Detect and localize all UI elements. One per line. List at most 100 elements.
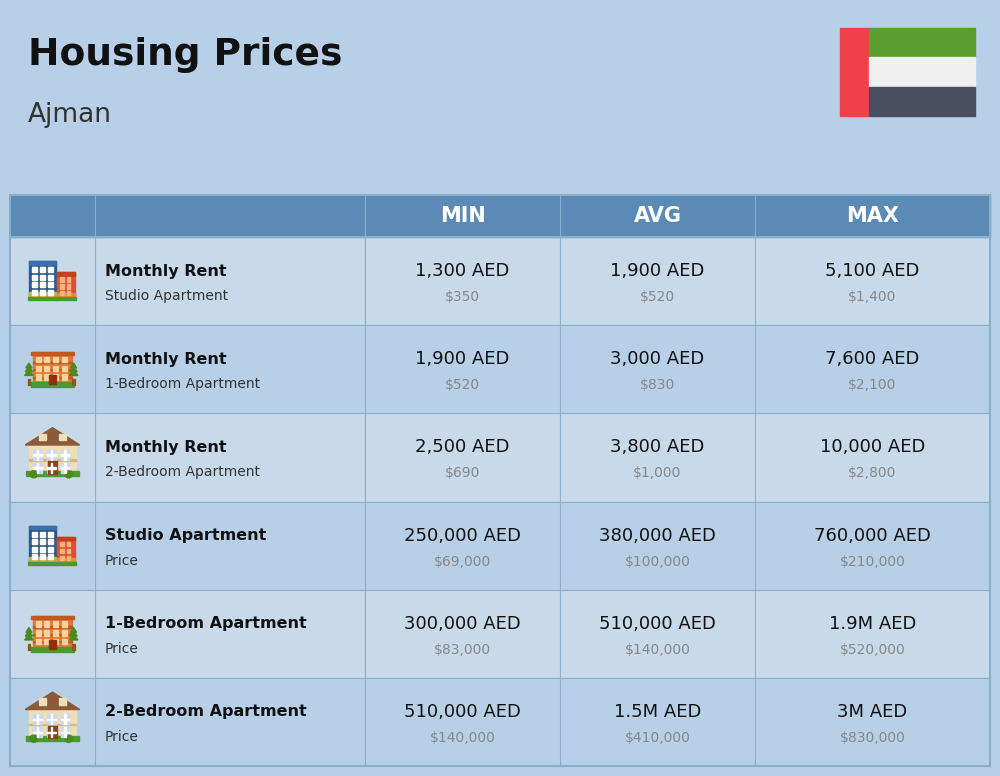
Text: $520,000: $520,000 xyxy=(840,643,905,656)
Bar xyxy=(33,454,42,456)
Bar xyxy=(40,289,45,295)
Bar xyxy=(10,195,990,237)
Bar xyxy=(33,463,42,473)
Bar xyxy=(840,28,869,116)
Text: 5,100 AED: 5,100 AED xyxy=(825,262,920,280)
Bar xyxy=(47,727,56,737)
Bar xyxy=(33,626,72,628)
Bar xyxy=(29,526,56,529)
Bar xyxy=(61,719,69,720)
Text: Price: Price xyxy=(105,553,139,567)
Text: $69,000: $69,000 xyxy=(434,555,491,569)
Bar xyxy=(44,639,49,644)
Bar xyxy=(48,547,53,552)
Text: 2,500 AED: 2,500 AED xyxy=(415,438,510,456)
Bar xyxy=(61,715,69,725)
Text: 510,000 AED: 510,000 AED xyxy=(404,703,521,721)
Bar xyxy=(62,365,67,371)
Text: $1,400: $1,400 xyxy=(848,290,897,304)
Bar xyxy=(29,724,76,725)
Bar xyxy=(47,463,56,473)
Bar xyxy=(31,646,74,652)
Bar xyxy=(10,237,990,325)
Bar xyxy=(32,554,37,559)
Bar xyxy=(28,643,30,650)
Bar xyxy=(29,526,56,562)
Bar xyxy=(32,268,37,272)
Bar xyxy=(47,732,56,733)
Bar xyxy=(33,641,72,643)
Text: 1,900 AED: 1,900 AED xyxy=(610,262,705,280)
Bar xyxy=(47,715,56,725)
Text: $210,000: $210,000 xyxy=(840,555,905,569)
Bar xyxy=(36,357,41,362)
Bar xyxy=(53,622,58,627)
Bar xyxy=(40,547,45,552)
Bar xyxy=(47,450,56,460)
Bar xyxy=(31,352,74,355)
Text: $410,000: $410,000 xyxy=(625,731,690,745)
Text: $830,000: $830,000 xyxy=(840,731,905,745)
Bar xyxy=(67,284,70,289)
Polygon shape xyxy=(69,370,78,376)
Polygon shape xyxy=(70,628,77,632)
Bar xyxy=(67,277,70,282)
Text: Studio Apartment: Studio Apartment xyxy=(105,289,228,303)
Bar xyxy=(33,727,42,737)
Bar xyxy=(33,616,72,649)
Bar xyxy=(72,379,75,386)
Bar xyxy=(32,289,37,295)
Polygon shape xyxy=(70,363,77,368)
Bar xyxy=(60,284,64,289)
Bar xyxy=(33,369,72,370)
Bar xyxy=(33,715,42,725)
Bar xyxy=(28,297,57,300)
Text: $83,000: $83,000 xyxy=(434,643,491,656)
Bar xyxy=(10,677,990,766)
Text: $520: $520 xyxy=(445,378,480,392)
Bar xyxy=(53,365,58,371)
Bar xyxy=(48,289,53,295)
Bar xyxy=(32,275,37,280)
Bar xyxy=(31,383,74,387)
Bar xyxy=(10,325,990,414)
Text: 1.5M AED: 1.5M AED xyxy=(614,703,701,721)
Bar xyxy=(33,376,72,378)
Text: $2,100: $2,100 xyxy=(848,378,897,392)
Bar xyxy=(29,709,76,738)
Bar xyxy=(36,630,41,636)
Text: 300,000 AED: 300,000 AED xyxy=(404,615,521,632)
Polygon shape xyxy=(26,628,32,632)
Text: 7,600 AED: 7,600 AED xyxy=(825,350,920,369)
Bar xyxy=(51,727,52,737)
Bar xyxy=(57,537,75,562)
Polygon shape xyxy=(25,370,33,376)
Text: $100,000: $100,000 xyxy=(625,555,690,569)
Text: Monthly Rent: Monthly Rent xyxy=(105,352,227,367)
Text: 760,000 AED: 760,000 AED xyxy=(814,527,931,545)
Polygon shape xyxy=(25,428,80,445)
Bar xyxy=(29,262,56,265)
Bar xyxy=(32,282,37,287)
Bar xyxy=(33,634,72,635)
Bar xyxy=(36,622,41,627)
Bar xyxy=(53,639,58,644)
Bar xyxy=(60,291,64,296)
Bar xyxy=(33,352,72,384)
Bar xyxy=(40,554,45,559)
Bar xyxy=(26,471,79,476)
Text: $1,000: $1,000 xyxy=(633,466,682,480)
Bar xyxy=(62,622,67,627)
Bar xyxy=(10,501,990,590)
Bar xyxy=(869,57,975,87)
Bar xyxy=(47,467,56,469)
Bar xyxy=(49,376,56,384)
Bar xyxy=(44,357,49,362)
Circle shape xyxy=(65,735,72,743)
Bar xyxy=(53,374,58,379)
Bar xyxy=(57,537,75,540)
Bar xyxy=(32,532,37,537)
Bar xyxy=(67,542,70,546)
Text: AVG: AVG xyxy=(634,206,682,226)
Text: 1-Bedroom Apartment: 1-Bedroom Apartment xyxy=(105,377,260,391)
